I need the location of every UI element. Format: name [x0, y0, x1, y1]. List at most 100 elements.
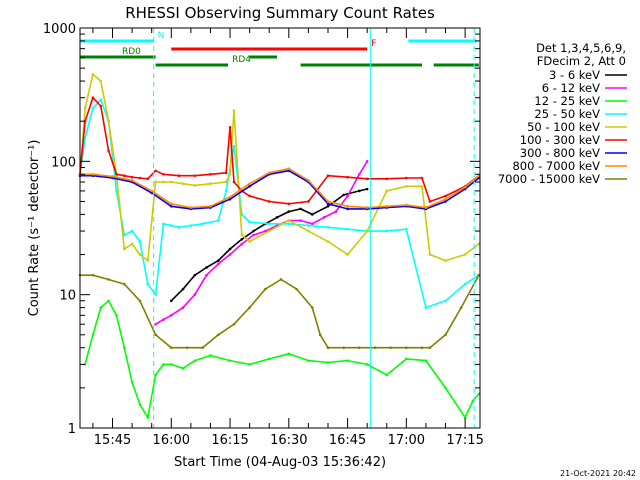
- series-point: [322, 216, 326, 219]
- y-tick-label: 1000: [43, 22, 76, 37]
- x-axis-ticks: 15:45 16:00 16:15 16:30 16:45 17:00 17:15: [92, 28, 484, 448]
- series-point: [107, 299, 110, 303]
- series-line-7: [80, 167, 480, 209]
- series-point: [193, 273, 197, 277]
- series-point: [307, 179, 310, 182]
- series-point: [365, 363, 369, 366]
- series-point: [346, 175, 349, 179]
- series-point: [205, 273, 208, 277]
- series-point: [162, 222, 165, 226]
- annotation-label-rd0: RD0: [122, 47, 141, 57]
- series-point: [279, 278, 283, 281]
- series-point: [130, 229, 134, 233]
- series-point: [162, 363, 165, 366]
- series-point: [193, 359, 197, 362]
- series-point: [420, 176, 424, 180]
- series-point: [181, 367, 185, 370]
- series-line-3: [79, 98, 480, 309]
- y-axis-ticks: 1 10 100 1000: [43, 22, 480, 437]
- series-point: [248, 306, 251, 309]
- series-point: [91, 72, 95, 76]
- series-point: [169, 346, 173, 350]
- series-point: [365, 187, 369, 191]
- series-point: [232, 109, 236, 112]
- series-point: [224, 171, 228, 175]
- series-point: [177, 226, 181, 229]
- series-point: [385, 229, 389, 233]
- series-point: [365, 206, 369, 209]
- series-point: [311, 213, 314, 216]
- series-point: [162, 318, 165, 321]
- series-point: [169, 299, 173, 303]
- series-point: [154, 322, 157, 326]
- series-point: [444, 386, 447, 390]
- series-point: [373, 346, 377, 350]
- series-point: [424, 206, 428, 209]
- series-point: [477, 273, 481, 277]
- series-point: [326, 174, 330, 178]
- series-point: [169, 204, 173, 208]
- series-point: [169, 180, 173, 184]
- series-point: [232, 322, 236, 326]
- series-point: [138, 299, 142, 303]
- series-point: [107, 278, 110, 281]
- series-point: [248, 240, 251, 243]
- series-point: [444, 194, 447, 198]
- data-series: [78, 72, 481, 419]
- series-point: [99, 98, 103, 101]
- series-point: [477, 174, 481, 178]
- annotation-label-f: F: [371, 39, 376, 49]
- series-point: [189, 224, 193, 227]
- series-point: [169, 314, 173, 317]
- series-point: [424, 359, 428, 362]
- plot-frame: [79, 27, 481, 429]
- series-point: [209, 182, 212, 185]
- series-point: [154, 180, 157, 184]
- legend: Det 1,3,4,5,6,9, FDecim 2, Att 0 3 - 6 k…: [498, 41, 627, 186]
- series-point: [201, 222, 204, 226]
- series-point: [444, 259, 447, 262]
- series-point: [444, 299, 447, 303]
- series-point: [295, 287, 298, 291]
- series-point: [228, 125, 232, 129]
- series-point: [130, 175, 134, 179]
- series-point: [248, 363, 251, 366]
- series-point: [248, 194, 251, 198]
- series-point: [99, 79, 103, 83]
- legend-label: 800 - 7000 keV: [512, 159, 600, 173]
- series-point: [193, 293, 197, 296]
- series-point: [405, 203, 408, 207]
- series-point: [326, 202, 330, 206]
- x-tick-label: 17:15: [446, 433, 483, 448]
- series-point: [346, 359, 349, 362]
- series-point: [138, 253, 142, 256]
- series-point: [477, 242, 481, 246]
- series-line-2: [84, 299, 480, 419]
- series-point: [444, 197, 447, 201]
- series-point: [154, 373, 157, 377]
- series-point: [122, 174, 126, 178]
- series-point: [111, 175, 114, 178]
- legend-label: 6 - 12 keV: [542, 81, 600, 95]
- series-point: [267, 229, 271, 233]
- series-point: [154, 293, 157, 296]
- series-point: [267, 171, 271, 175]
- series-point: [146, 177, 150, 181]
- series-point: [146, 259, 150, 262]
- series-point: [424, 306, 428, 309]
- series-point: [232, 180, 236, 184]
- series-point: [385, 189, 389, 193]
- series-point: [287, 202, 291, 206]
- series-point: [193, 184, 197, 187]
- series-point: [228, 197, 232, 201]
- series-point: [326, 240, 330, 243]
- series-point: [275, 216, 279, 219]
- series-point: [228, 253, 232, 256]
- series-point: [463, 416, 467, 419]
- series-point: [162, 172, 165, 176]
- series-point: [99, 104, 103, 108]
- instrument-state-bars: N F RD0 RD4: [80, 31, 479, 67]
- series-point: [107, 119, 110, 123]
- series-point: [342, 193, 345, 197]
